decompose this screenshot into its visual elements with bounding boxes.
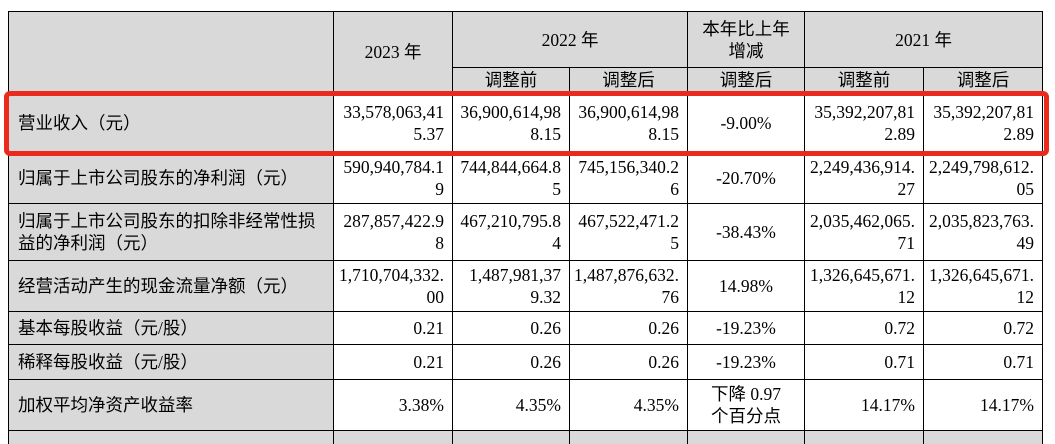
cell-label: 稀释每股收益（元/股） xyxy=(8,344,334,380)
cell-2022-before: 4.35% xyxy=(452,379,570,431)
cell-change: -19.23% xyxy=(687,311,805,345)
table-row-diluted-eps: 稀释每股收益（元/股） 0.21 0.26 0.26 -19.23% 0.71 … xyxy=(8,344,1043,380)
col-header-2023: 2023 年 xyxy=(333,11,453,93)
cell-2022-after: 0.26 xyxy=(569,311,688,345)
cell-label: 基本每股收益（元/股） xyxy=(8,311,334,345)
cell-2021-before: 14.17% xyxy=(804,379,924,431)
cell-change-text: 下降 0.97 个百分点 xyxy=(711,384,781,426)
table-row-basic-eps: 基本每股收益（元/股） 0.21 0.26 0.26 -19.23% 0.72 … xyxy=(8,311,1043,345)
cell-change: 下降 0.97 个百分点 xyxy=(687,379,805,431)
cell-label: 归属于上市公司股东的扣除非经常性损益的净利润（元） xyxy=(8,203,334,261)
partial-cell xyxy=(333,430,453,444)
cell-2022-before: 744,844,664.85 xyxy=(452,152,570,204)
cell-change: -20.70% xyxy=(687,152,805,204)
cell-label: 经营活动产生的现金流量净额（元） xyxy=(8,260,334,312)
cell-change: -9.00% xyxy=(687,92,805,153)
table-row-net-profit-excl-nonrecurring: 归属于上市公司股东的扣除非经常性损益的净利润（元） 287,857,422.98… xyxy=(8,203,1043,261)
partial-cell xyxy=(8,430,334,444)
subheader-2022-adj-after: 调整后 xyxy=(569,67,688,93)
financial-summary-table: 2023 年 2022 年 本年比上年增减 2021 年 调整前 调整后 调整后… xyxy=(8,11,1043,444)
col-header-2022: 2022 年 xyxy=(452,11,688,68)
cell-label: 营业收入（元） xyxy=(8,92,334,153)
cell-2022-after: 1,487,876,632.76 xyxy=(569,260,688,312)
cell-2021-after: 14.17% xyxy=(923,379,1043,431)
cell-change: -38.43% xyxy=(687,203,805,261)
cell-2022-before: 36,900,614,988.15 xyxy=(452,92,570,153)
cell-2021-after: 2,249,798,612.05 xyxy=(923,152,1043,204)
col-header-2021: 2021 年 xyxy=(804,11,1043,68)
col-header-change: 本年比上年增减 xyxy=(687,11,805,68)
cell-label: 归属于上市公司股东的净利润（元） xyxy=(8,152,334,204)
cell-2023: 33,578,063,415.37 xyxy=(333,92,453,153)
empty-corner-cell xyxy=(8,11,334,93)
cell-2021-before: 35,392,207,812.89 xyxy=(804,92,924,153)
subheader-2022-adj-before: 调整前 xyxy=(452,67,570,93)
partial-cell xyxy=(923,430,1043,444)
cell-2023: 0.21 xyxy=(333,344,453,380)
table-row-revenue: 营业收入（元） 33,578,063,415.37 36,900,614,988… xyxy=(8,92,1043,153)
table-row-net-profit: 归属于上市公司股东的净利润（元） 590,940,784.19 744,844,… xyxy=(8,152,1043,204)
table-row-partial-next xyxy=(8,430,1043,444)
cell-2023: 3.38% xyxy=(333,379,453,431)
cell-2023: 1,710,704,332.00 xyxy=(333,260,453,312)
cell-2023: 0.21 xyxy=(333,311,453,345)
cell-2022-after: 0.26 xyxy=(569,344,688,380)
partial-cell xyxy=(569,430,688,444)
cell-2021-before: 2,035,462,065.71 xyxy=(804,203,924,261)
cell-2021-before: 0.72 xyxy=(804,311,924,345)
partial-cell xyxy=(452,430,570,444)
cell-label: 加权平均净资产收益率 xyxy=(8,379,334,431)
cell-change: 14.98% xyxy=(687,260,805,312)
col-header-change-label: 本年比上年增减 xyxy=(702,18,790,61)
header-row-years: 2023 年 2022 年 本年比上年增减 2021 年 xyxy=(8,11,1043,93)
cell-2021-before: 1,326,645,671.12 xyxy=(804,260,924,312)
cell-2022-before: 467,210,795.84 xyxy=(452,203,570,261)
cell-2022-before: 0.26 xyxy=(452,344,570,380)
cell-change: -19.23% xyxy=(687,344,805,380)
cell-2022-before: 0.26 xyxy=(452,311,570,345)
cell-2023: 287,857,422.98 xyxy=(333,203,453,261)
cell-2022-after: 36,900,614,988.15 xyxy=(569,92,688,153)
partial-cell xyxy=(687,430,805,444)
subheader-2021-adj-after: 调整后 xyxy=(923,67,1043,93)
header-row-adjust: 调整前 调整后 调整后 调整前 调整后 xyxy=(9,67,1043,93)
cell-2021-after: 0.72 xyxy=(923,311,1043,345)
cell-2021-after: 0.71 xyxy=(923,344,1043,380)
cell-2022-after: 4.35% xyxy=(569,379,688,431)
cell-2022-after: 745,156,340.26 xyxy=(569,152,688,204)
subheader-change-adj-after: 调整后 xyxy=(687,67,805,93)
table-row-weighted-roe: 加权平均净资产收益率 3.38% 4.35% 4.35% 下降 0.97 个百分… xyxy=(8,379,1043,431)
cell-2023: 590,940,784.19 xyxy=(333,152,453,204)
cell-2021-before: 2,249,436,914.27 xyxy=(804,152,924,204)
table-row-operating-cash-flow: 经营活动产生的现金流量净额（元） 1,710,704,332.00 1,487,… xyxy=(8,260,1043,312)
cell-2022-after: 467,522,471.25 xyxy=(569,203,688,261)
cell-2021-after: 2,035,823,763.49 xyxy=(923,203,1043,261)
cell-2021-before: 0.71 xyxy=(804,344,924,380)
cell-2021-after: 35,392,207,812.89 xyxy=(923,92,1043,153)
subheader-2021-adj-before: 调整前 xyxy=(804,67,924,93)
cell-2022-before: 1,487,981,379.32 xyxy=(452,260,570,312)
partial-cell xyxy=(804,430,924,444)
cell-2021-after: 1,326,645,671.12 xyxy=(923,260,1043,312)
